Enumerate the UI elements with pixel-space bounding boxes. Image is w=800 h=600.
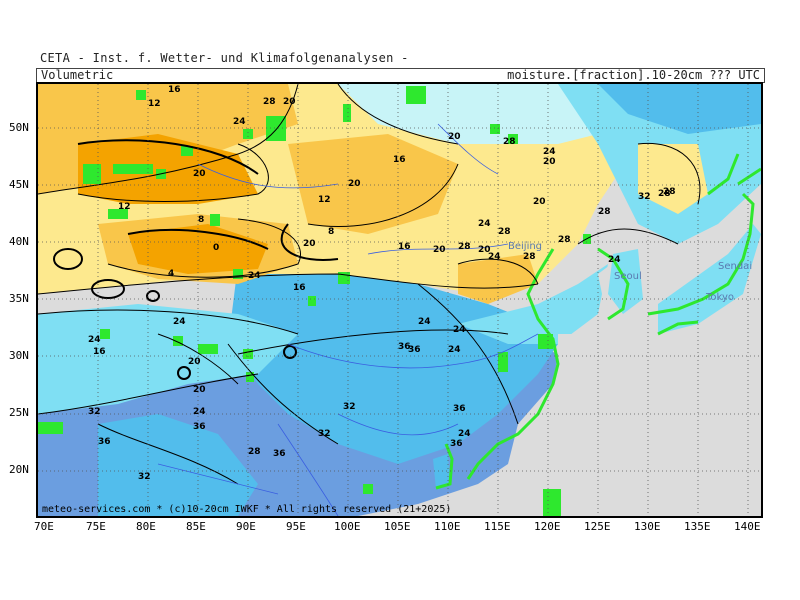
graticule bbox=[38, 84, 761, 516]
contour-label: 24 bbox=[453, 325, 466, 335]
contour-label: 20 bbox=[433, 245, 446, 255]
contour-label: 32 bbox=[138, 472, 151, 482]
contour-label: 16 bbox=[293, 283, 306, 293]
contour-label: 24 bbox=[418, 317, 431, 327]
contour-label: 36 bbox=[273, 449, 286, 459]
lon-label-100E: 100E bbox=[334, 520, 361, 533]
lat-label-25N: 25N bbox=[9, 406, 29, 419]
contour-label: 28 bbox=[523, 252, 536, 262]
contour-lines bbox=[38, 84, 701, 485]
map-title: CETA - Inst. f. Wetter- und Klimafolgena… bbox=[40, 51, 409, 65]
contour-label: 28 bbox=[503, 137, 516, 147]
coastline bbox=[435, 153, 761, 490]
contour-label: 28 bbox=[558, 235, 571, 245]
contour-label: 32 bbox=[343, 402, 356, 412]
contour-label: 16 bbox=[168, 85, 181, 95]
rivers bbox=[157, 123, 539, 516]
lat-label-30N: 30N bbox=[9, 349, 29, 362]
contour-label: 24 bbox=[233, 117, 246, 127]
contour-label: 12 bbox=[318, 195, 331, 205]
contour-label: 32 bbox=[88, 407, 101, 417]
lon-label-110E: 110E bbox=[434, 520, 461, 533]
contour-label: 24 bbox=[478, 219, 491, 229]
contour-label: 28 bbox=[658, 189, 671, 199]
city-label-beijing: Beijing bbox=[508, 241, 542, 252]
bold-contours bbox=[53, 139, 339, 380]
contour-label: 32 bbox=[638, 192, 651, 202]
field-label: moisture.[fraction].10-20cm ??? UTC bbox=[507, 68, 760, 82]
lon-label-85E: 85E bbox=[186, 520, 206, 533]
contour-label: 20 bbox=[193, 385, 206, 395]
contour-label: 20 bbox=[193, 169, 206, 179]
contour-label: 32 bbox=[318, 429, 331, 439]
lon-label-135E: 135E bbox=[684, 520, 711, 533]
contour-label: 24 bbox=[193, 407, 206, 417]
contour-label: 36 bbox=[450, 439, 463, 449]
contour-label: 24 bbox=[448, 345, 461, 355]
contour-label: 24 bbox=[88, 335, 101, 345]
variable-label: Volumetric bbox=[41, 68, 114, 82]
contour-label: 20 bbox=[348, 179, 361, 189]
contour-label: 24 bbox=[458, 429, 471, 439]
contour-label: 12 bbox=[148, 99, 161, 109]
contour-label: 28 bbox=[263, 97, 276, 107]
contour-label: 20 bbox=[533, 197, 546, 207]
contour-label: 36 bbox=[453, 404, 466, 414]
lat-label-40N: 40N bbox=[9, 235, 29, 248]
city-label-seoul: Seoul bbox=[614, 271, 642, 282]
contour-label: 20 bbox=[303, 239, 316, 249]
lon-label-120E: 120E bbox=[534, 520, 561, 533]
contour-label: 28 bbox=[458, 242, 471, 252]
contour-label: 8 bbox=[328, 227, 334, 237]
lat-label-45N: 45N bbox=[9, 178, 29, 191]
lon-label-80E: 80E bbox=[136, 520, 156, 533]
contour-label: 24 bbox=[248, 271, 261, 281]
contour-label: 16 bbox=[393, 155, 406, 165]
contour-label: 28 bbox=[663, 187, 676, 197]
lon-label-95E: 95E bbox=[286, 520, 306, 533]
contour-label: 28 bbox=[598, 207, 611, 217]
city-label-sendai: Sendai bbox=[718, 261, 752, 272]
contour-label: 0 bbox=[213, 243, 219, 253]
contour-label: 28 bbox=[498, 227, 511, 237]
lon-label-115E: 115E bbox=[484, 520, 511, 533]
contour-label: 36 bbox=[193, 422, 206, 432]
lat-label-50N: 50N bbox=[9, 121, 29, 134]
lat-label-20N: 20N bbox=[9, 463, 29, 476]
contour-label: 12 bbox=[118, 202, 131, 212]
mask-patches bbox=[38, 86, 591, 516]
contour-label: 36 bbox=[398, 342, 411, 352]
contour-label: 24 bbox=[488, 252, 501, 262]
info-bar: Volumetric moisture.[fraction].10-20cm ?… bbox=[36, 68, 765, 83]
lon-label-140E: 140E bbox=[734, 520, 761, 533]
contour-label: 16 bbox=[398, 242, 411, 252]
credit-text: meteo-services.com * (c)10-20cm IWKF * A… bbox=[42, 504, 451, 515]
contour-label: 20 bbox=[283, 97, 296, 107]
contour-label: 4 bbox=[168, 269, 174, 279]
lon-label-70E: 70E bbox=[34, 520, 54, 533]
contour-label: 20 bbox=[543, 157, 556, 167]
contour-label: 8 bbox=[198, 215, 204, 225]
contour-label: 24 bbox=[608, 255, 621, 265]
contour-label: 16 bbox=[93, 347, 106, 357]
lon-label-125E: 125E bbox=[584, 520, 611, 533]
contour-label: 36 bbox=[408, 345, 421, 355]
contour-label: 24 bbox=[173, 317, 186, 327]
lon-label-105E: 105E bbox=[384, 520, 411, 533]
contour-label: 20 bbox=[478, 245, 491, 255]
city-labels: Beijing Seoul Sendai Tokyo bbox=[508, 241, 752, 303]
lon-label-130E: 130E bbox=[634, 520, 661, 533]
contour-label: 20 bbox=[448, 132, 461, 142]
lon-label-90E: 90E bbox=[236, 520, 256, 533]
contour-label: 28 bbox=[248, 447, 261, 457]
lat-label-35N: 35N bbox=[9, 292, 29, 305]
city-label-tokyo: Tokyo bbox=[705, 292, 734, 303]
contour-label: 24 bbox=[543, 147, 556, 157]
map-frame: 16 12 28 20 24 20 28 20 24 16 20 20 8 12 8 20 24 16 20 24 20… bbox=[36, 82, 763, 518]
lon-label-75E: 75E bbox=[86, 520, 106, 533]
contour-label: 20 bbox=[188, 357, 201, 367]
contour-label: 36 bbox=[98, 437, 111, 447]
